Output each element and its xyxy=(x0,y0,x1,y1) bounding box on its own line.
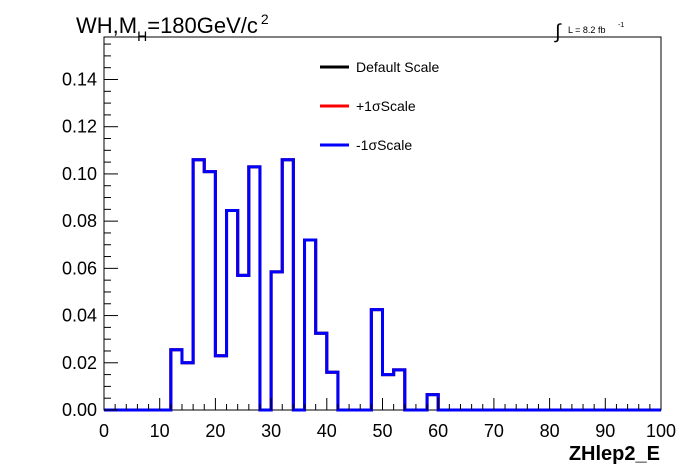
x-axis-label: ZHlep2_E xyxy=(569,443,660,465)
x-tick-label: 100 xyxy=(646,421,676,441)
x-tick-label: 80 xyxy=(540,421,560,441)
y-tick-label: 0.06 xyxy=(62,258,97,278)
y-axis-tick-labels: 0.00 0.02 0.04 0.06 0.08 0.10 0.12 0.14 xyxy=(62,69,97,420)
legend-label-0: Default Scale xyxy=(356,59,439,75)
luminosity-text: L = 8.2 fb xyxy=(568,25,605,35)
y-tick-label: 0.10 xyxy=(62,164,97,184)
x-axis-ticks xyxy=(103,398,662,410)
y-tick-label: 0.02 xyxy=(62,353,97,373)
y-tick-label: 0.08 xyxy=(62,211,97,231)
x-axis-tick-labels: 0 10 20 30 40 50 60 70 80 90 100 xyxy=(99,421,676,441)
x-tick-label: 40 xyxy=(317,421,337,441)
legend-label-2: -1σScale xyxy=(356,137,412,153)
title-value: =180GeV/c xyxy=(147,13,258,38)
luminosity-label: ∫ L = 8.2 fb -1 xyxy=(554,21,624,43)
legend: Default Scale +1σScale -1σScale xyxy=(320,59,439,153)
y-tick-label: 0.12 xyxy=(62,117,97,137)
title-subscript: H xyxy=(137,28,147,44)
legend-label-1: +1σScale xyxy=(356,98,416,114)
y-tick-label: 0.14 xyxy=(62,69,97,89)
chart-title: WH,MH=180GeV/c 2 xyxy=(76,11,269,44)
y-tick-label: 0.00 xyxy=(62,400,97,420)
x-tick-label: 20 xyxy=(205,421,225,441)
x-tick-label: 70 xyxy=(484,421,504,441)
y-axis-ticks xyxy=(104,43,118,411)
x-tick-label: 90 xyxy=(595,421,615,441)
x-tick-label: 0 xyxy=(99,421,109,441)
x-tick-label: 50 xyxy=(372,421,392,441)
title-superscript: 2 xyxy=(261,11,269,27)
x-tick-label: 60 xyxy=(428,421,448,441)
title-prefix: WH,M xyxy=(76,13,137,38)
luminosity-superscript: -1 xyxy=(618,22,624,29)
x-tick-label: 30 xyxy=(261,421,281,441)
x-tick-label: 10 xyxy=(150,421,170,441)
y-tick-label: 0.04 xyxy=(62,306,97,326)
luminosity-integral-sign: ∫ xyxy=(554,21,562,43)
